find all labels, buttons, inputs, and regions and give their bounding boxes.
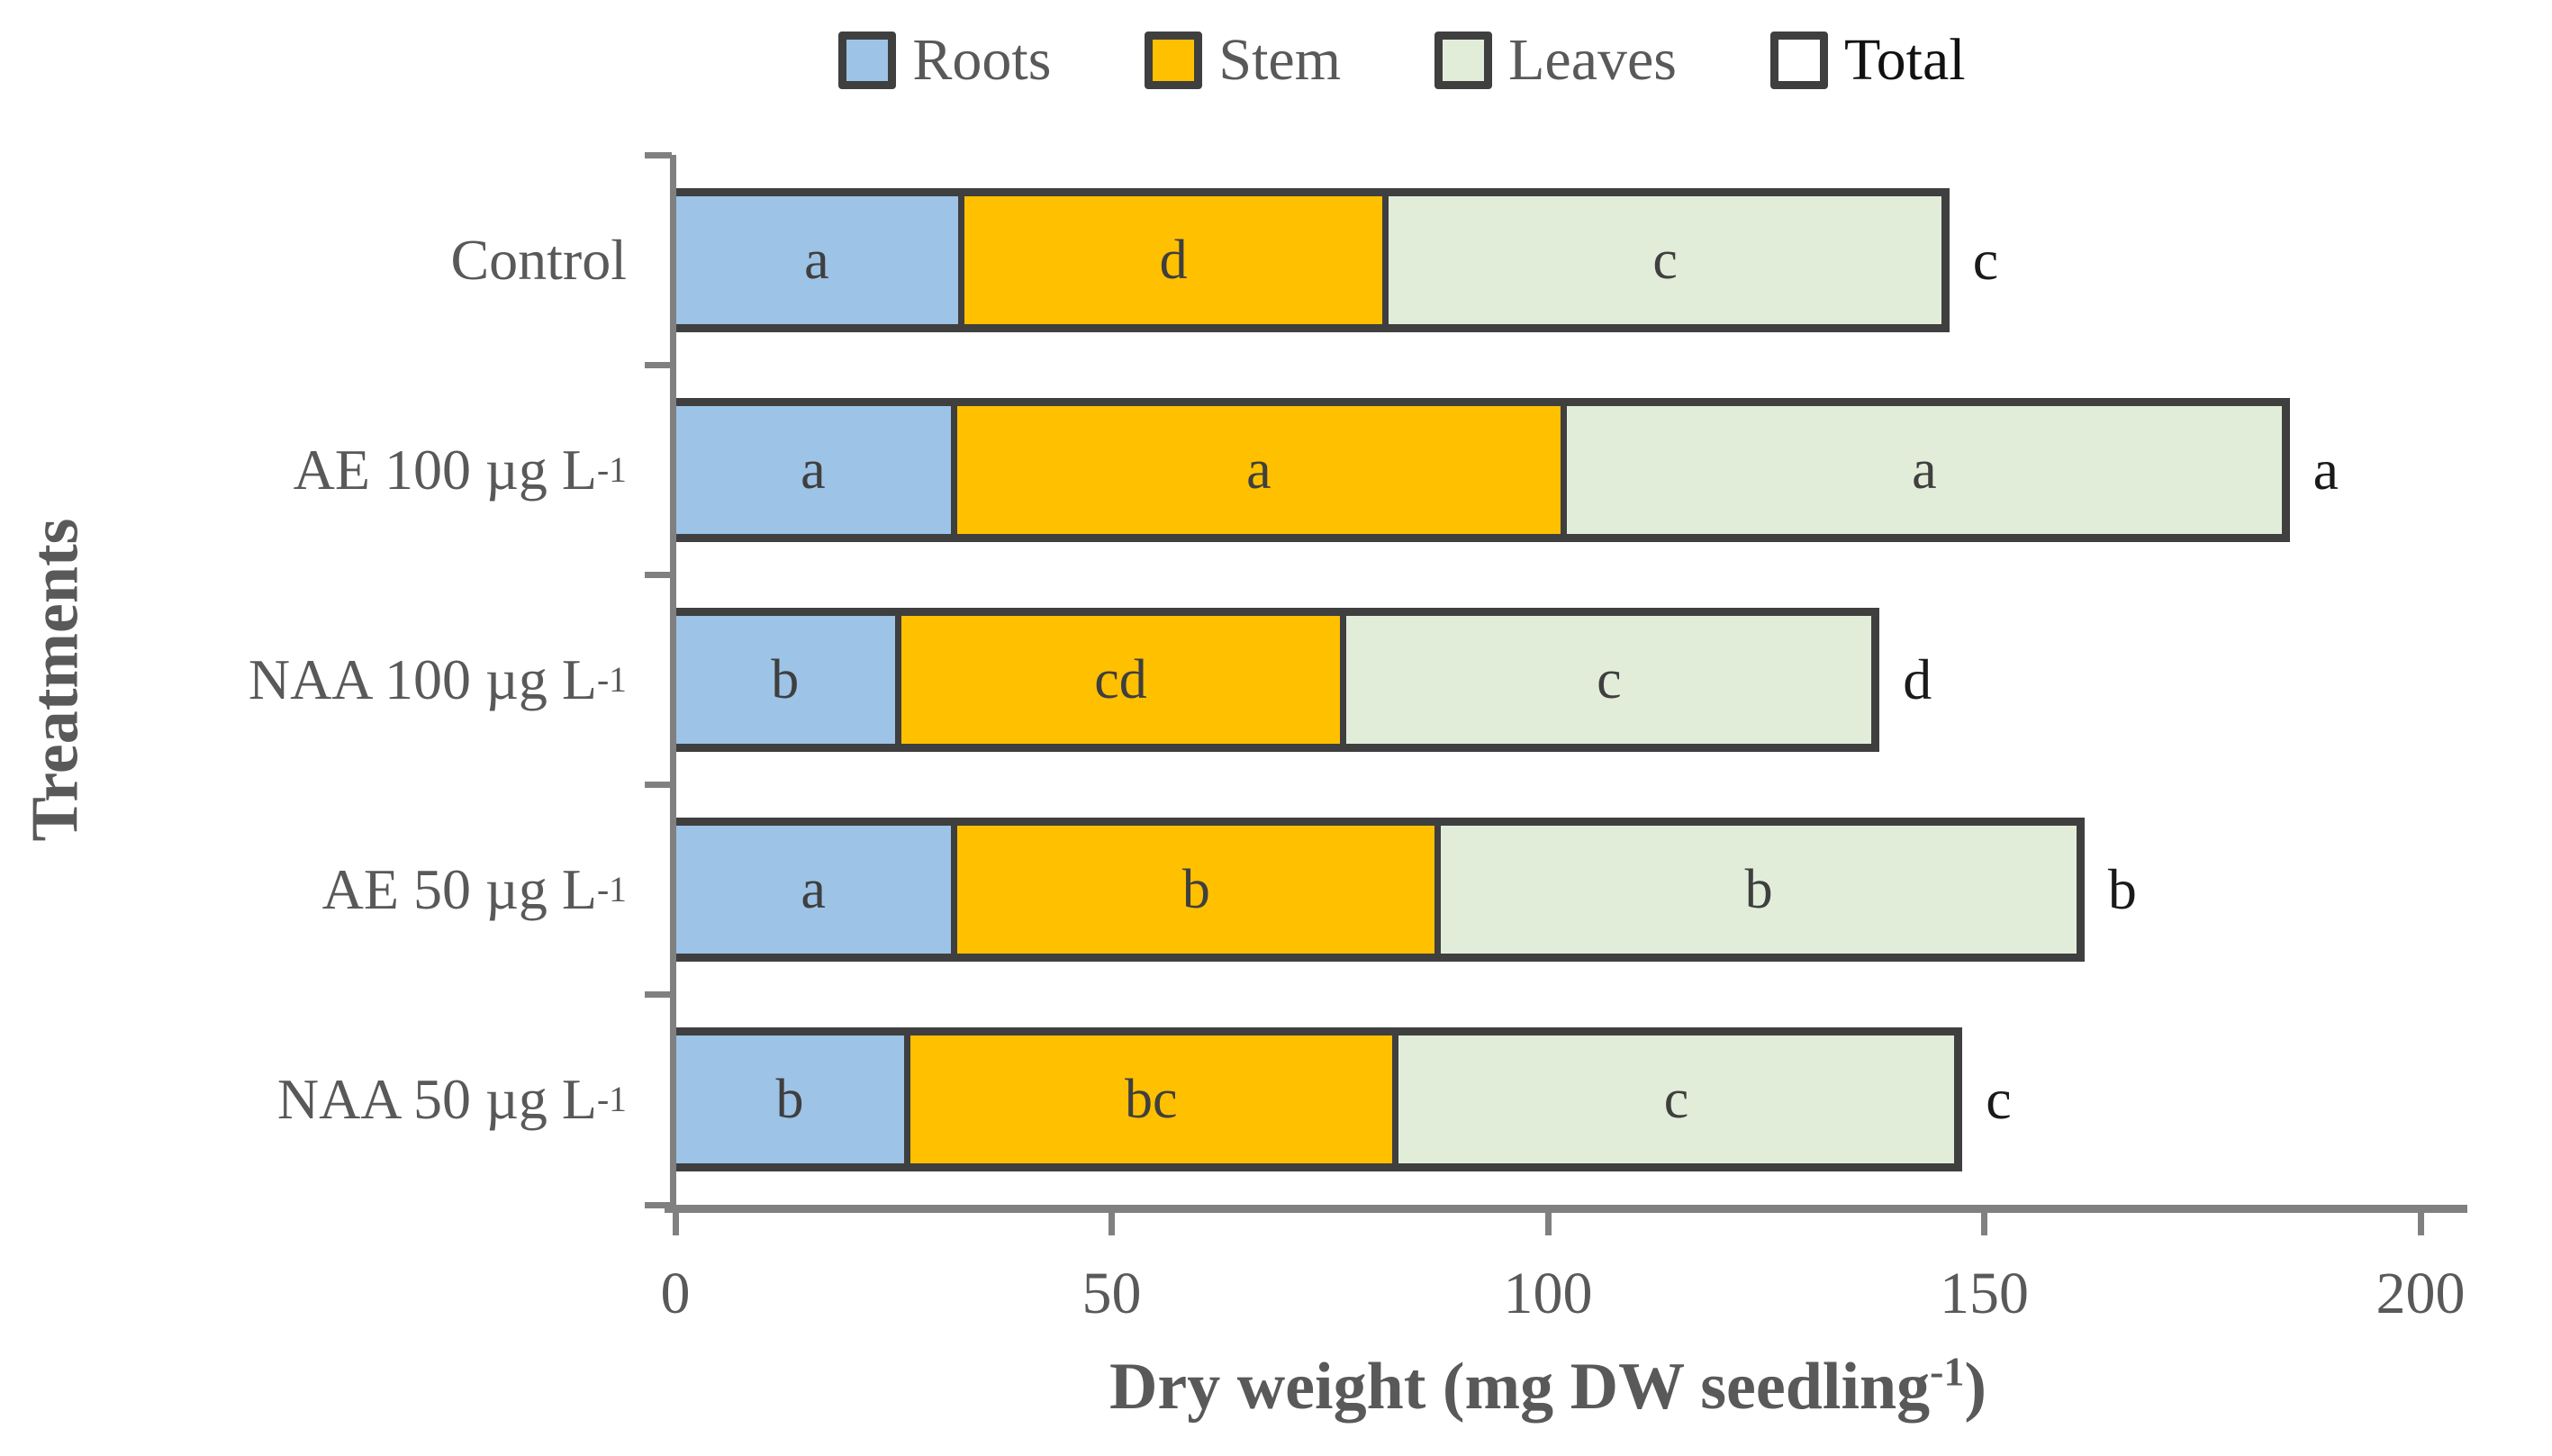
category-label: AE 50 µg L -1 [321,857,627,922]
total-sig-letter: c [1972,227,1999,292]
segment-sig-letter: a [1246,439,1271,501]
x-axis-tick [1981,1205,1987,1235]
bar-segment-leaves: c [1340,616,1872,744]
segment-sig-letter: c [1663,1069,1689,1131]
bar-segment-leaves: b [1434,826,2077,954]
x-axis-tick-label: 100 [1503,1261,1593,1326]
legend-item-stem: Stem [1145,31,1341,90]
bar-segment-stem: cd [894,616,1341,744]
bar-segment-leaves: c [1391,1035,1955,1164]
y-axis-tick [645,991,672,999]
x-axis-tick-label: 200 [2376,1261,2466,1326]
total-sig-letter: c [1986,1067,2012,1132]
bar-segment-roots: b [675,1035,904,1164]
bar-segment-stem: b [951,826,1435,954]
legend-label: Roots [912,27,1052,93]
y-axis-tick [645,571,672,578]
x-axis-tick [1544,1205,1552,1235]
legend-label: Stem [1218,27,1342,93]
legend-swatch-total-icon [1769,32,1828,89]
bar-segment-roots: a [675,826,952,954]
segment-sig-letter: a [1912,439,1937,501]
x-axis-title: Dry weight (mg DW seedling-1) [1109,1348,1987,1424]
segment-sig-letter: b [1744,859,1773,921]
x-axis-tick [2417,1205,2424,1235]
segment-sig-letter: c [1597,649,1622,710]
bar-segment-roots: a [675,405,951,534]
segment-sig-letter: b [1181,859,1210,921]
y-axis-tick [645,151,672,158]
legend-swatch-roots-icon [838,32,897,89]
x-axis-tick-label: 0 [660,1261,691,1326]
legend-item-roots: Roots [838,31,1051,90]
bar-segment-stem: d [957,195,1383,324]
segment-sig-letter: a [801,859,826,921]
segment-sig-letter: a [801,439,826,501]
segment-sig-letter: b [771,649,800,710]
y-axis-tick [645,361,672,368]
segment-sig-letter: d [1159,229,1188,291]
bar-segment-stem: bc [903,1035,1392,1164]
bar-segment-leaves: c [1382,195,1941,324]
x-axis-tick-label: 50 [1081,1261,1142,1326]
legend-label: Leaves [1508,27,1677,93]
total-sig-letter: b [2107,857,2137,922]
segment-sig-letter: b [775,1069,804,1131]
category-label: Control [450,227,627,292]
bar-segment-stem: a [950,405,1561,534]
bar-segment-roots: a [675,195,958,324]
total-sig-letter: a [2312,437,2339,502]
x-axis-tick-label: 150 [1940,1261,2029,1326]
category-label: NAA 100 µg L -1 [248,647,627,711]
segment-sig-letter: c [1652,229,1678,291]
bar-naa-100-µg-l: b cd c [675,608,1880,752]
category-label: NAA 50 µg L -1 [276,1067,627,1132]
y-axis-tick [645,1201,672,1208]
x-axis-tick [1109,1205,1115,1235]
x-axis-tick [672,1205,679,1235]
segment-sig-letter: cd [1094,649,1147,710]
segment-sig-letter: a [804,229,829,291]
legend-item-total: Total [1769,27,1966,93]
segment-sig-letter: bc [1125,1069,1178,1131]
legend-swatch-stem-icon [1145,32,1203,89]
bar-segment-roots: b [675,616,895,744]
legend-label: Total [1843,27,1966,93]
category-label: AE 100 µg L -1 [293,437,627,502]
x-axis-line [665,1205,2467,1213]
total-sig-letter: d [1903,647,1932,711]
y-axis-tick [645,782,672,789]
legend-item-leaves: Leaves [1434,31,1677,90]
legend: Roots Stem Leaves Total [126,20,2552,101]
bar-segment-leaves: a [1561,405,2282,534]
bar-naa-50-µg-l: b bc c [675,1027,1963,1172]
y-axis-line [670,155,676,1213]
legend-swatch-leaves-icon [1434,32,1493,89]
